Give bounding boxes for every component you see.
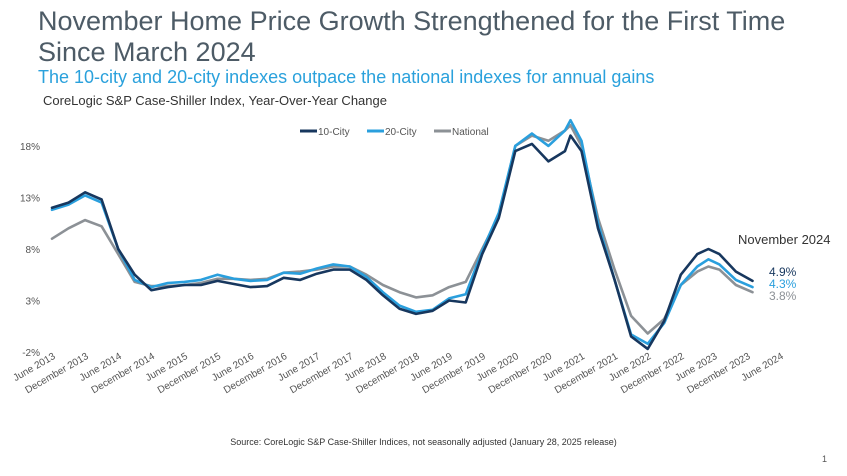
series-line-national bbox=[50, 124, 754, 335]
y-tick-label: 3% bbox=[26, 296, 41, 307]
chart-caption: CoreLogic S&P Case-Shiller Index, Year-O… bbox=[43, 93, 387, 108]
y-tick-label: 13% bbox=[20, 193, 40, 204]
page-number: 1 bbox=[821, 454, 827, 464]
legend-label: 10-City bbox=[318, 127, 350, 138]
end-value-label: 3.8% bbox=[769, 289, 797, 303]
series-line-20-city bbox=[50, 118, 754, 346]
y-tick-label: 18% bbox=[20, 142, 40, 153]
annotation-november-2024: November 2024 bbox=[738, 232, 831, 247]
end-value-label: 4.3% bbox=[769, 277, 797, 291]
y-tick-label: 8% bbox=[26, 245, 41, 256]
legend-label: National bbox=[452, 127, 489, 138]
legend-label: 20-City bbox=[385, 127, 417, 138]
series-line-10-city bbox=[50, 134, 754, 351]
end-value-label: 4.9% bbox=[769, 265, 797, 279]
source-note: Source: CoreLogic S&P Case-Shiller Indic… bbox=[230, 437, 617, 447]
chart-title: November Home Price Growth Strengthened … bbox=[38, 6, 786, 67]
y-tick-label: -2% bbox=[22, 348, 40, 359]
chart-subtitle: The 10-city and 20-city indexes outpace … bbox=[38, 67, 655, 87]
